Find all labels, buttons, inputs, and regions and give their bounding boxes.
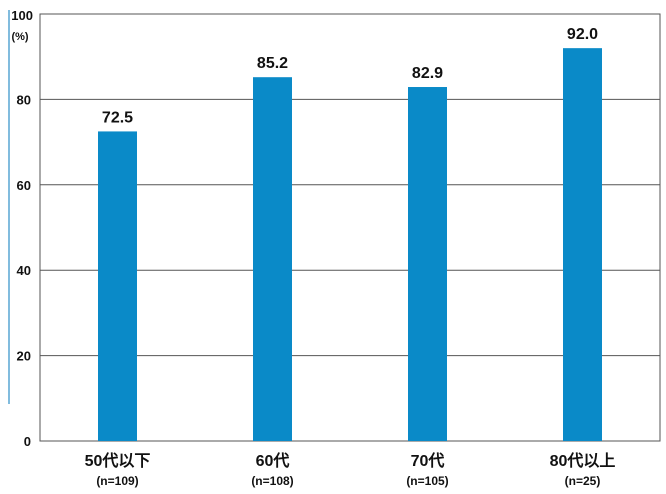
- y-axis-unit-label: (%): [11, 31, 28, 43]
- y-tick-label: 40: [17, 263, 31, 278]
- plot-frame: [39, 13, 661, 442]
- category-label: 60代: [256, 451, 290, 470]
- y-tick-label: 100: [11, 8, 33, 23]
- value-labels: 72.5 85.2 82.9 92.0: [102, 26, 598, 126]
- sample-size-label: (n=25): [565, 474, 601, 488]
- category-label: 70代: [411, 451, 445, 470]
- category-labels: 50代以下 (n=109) 60代 (n=108) 70代 (n=105) 80代以上 (n=…: [85, 451, 616, 488]
- bar: [563, 48, 602, 441]
- bar: [98, 131, 137, 442]
- sample-size-label: (n=109): [96, 474, 138, 488]
- bars: [98, 48, 602, 442]
- category-label: 80代以上: [550, 451, 616, 470]
- y-tick-label: 80: [17, 92, 31, 107]
- bar: [253, 77, 292, 442]
- bar-value-label: 82.9: [412, 65, 443, 82]
- bar-value-label: 85.2: [257, 55, 288, 72]
- y-tick-label: 0: [24, 434, 31, 449]
- y-tick-label: 20: [17, 349, 31, 364]
- y-axis-tick-labels: 0 20 40 60 80 100: [11, 8, 33, 449]
- bar: [408, 87, 447, 441]
- bar-value-label: 72.5: [102, 109, 133, 126]
- grid-lines: [40, 98, 660, 357]
- bar-value-label: 92.0: [567, 26, 598, 43]
- y-tick-label: 60: [17, 178, 31, 193]
- category-label: 50代以下: [85, 451, 151, 470]
- sample-size-label: (n=105): [406, 474, 448, 488]
- sample-size-label: (n=108): [251, 474, 293, 488]
